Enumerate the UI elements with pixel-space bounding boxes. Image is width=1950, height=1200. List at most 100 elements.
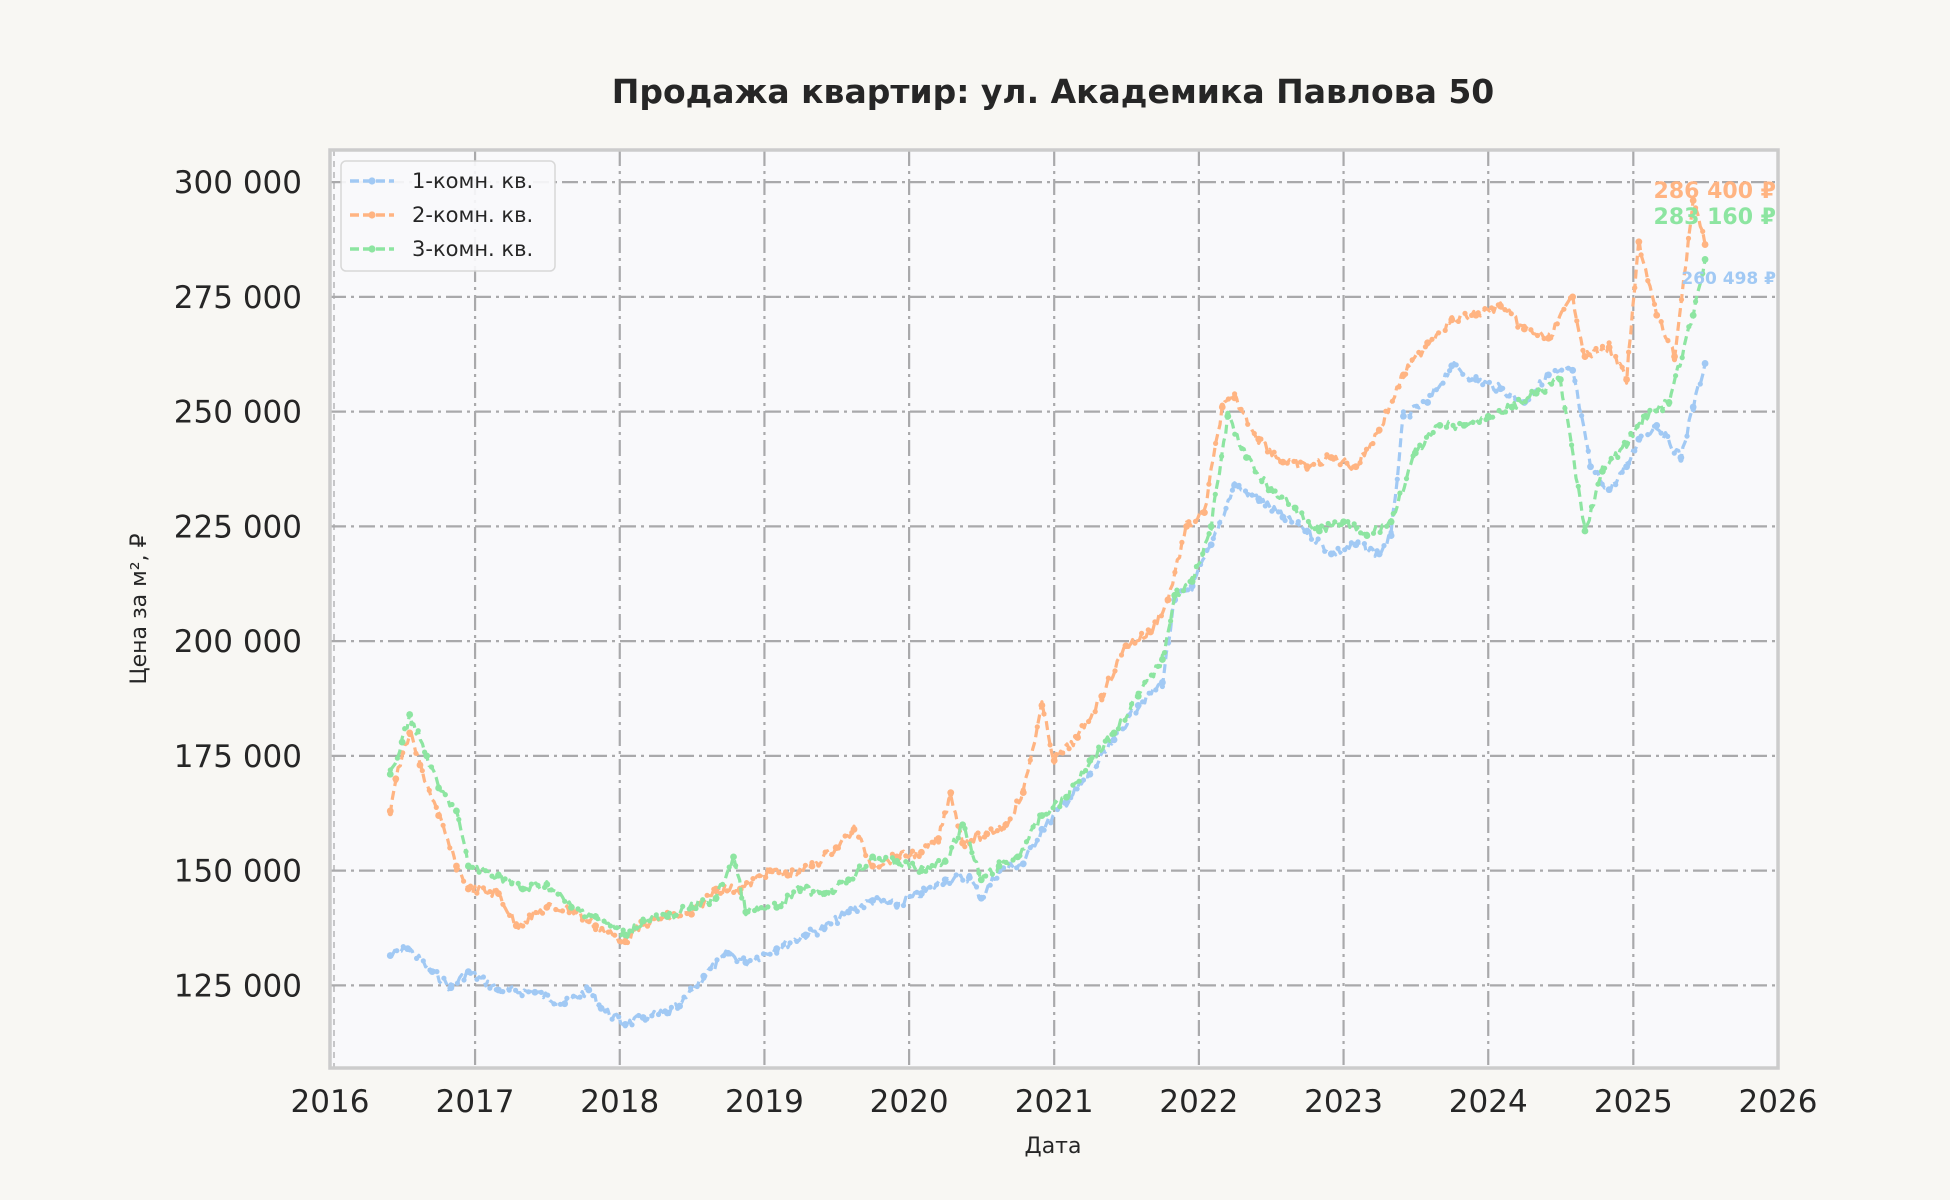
data-point xyxy=(1168,618,1174,624)
data-point xyxy=(923,843,929,849)
data-point xyxy=(1299,510,1305,516)
data-point xyxy=(426,787,432,794)
data-point xyxy=(487,889,493,895)
data-point xyxy=(940,881,946,888)
key-point xyxy=(1201,509,1208,517)
data-point xyxy=(1351,521,1357,527)
data-point xyxy=(1079,723,1085,729)
key-point xyxy=(1159,679,1166,686)
key-point xyxy=(1581,527,1589,535)
key-point xyxy=(1472,311,1480,319)
data-point xyxy=(1034,724,1040,730)
data-point xyxy=(976,870,982,876)
data-point xyxy=(714,957,720,963)
key-point xyxy=(1556,376,1564,383)
key-point xyxy=(1701,241,1709,248)
data-point xyxy=(969,850,975,856)
data-point xyxy=(1325,520,1331,527)
key-point xyxy=(1352,541,1360,549)
data-point xyxy=(1626,349,1632,355)
data-point xyxy=(500,901,506,907)
data-point xyxy=(1693,298,1699,305)
key-point xyxy=(1159,656,1166,663)
data-point xyxy=(627,928,633,934)
data-point xyxy=(1552,367,1558,374)
data-point xyxy=(1120,726,1126,732)
data-point xyxy=(791,889,797,895)
data-point xyxy=(1153,687,1159,693)
key-point xyxy=(869,862,877,870)
data-point xyxy=(688,985,694,991)
data-point xyxy=(1447,368,1453,374)
key-point xyxy=(1701,360,1709,367)
data-point xyxy=(1172,569,1178,575)
data-point xyxy=(1010,857,1016,863)
data-point xyxy=(1430,429,1436,436)
data-point xyxy=(612,932,618,938)
data-point xyxy=(1679,355,1685,361)
key-point xyxy=(1497,302,1504,310)
key-point xyxy=(995,862,1003,870)
data-point xyxy=(1289,519,1295,525)
data-point xyxy=(1673,373,1679,379)
data-point xyxy=(1634,423,1640,429)
data-point xyxy=(909,848,916,854)
data-point xyxy=(562,898,568,904)
data-point xyxy=(474,890,480,896)
data-point xyxy=(1370,530,1377,536)
data-point xyxy=(1332,519,1338,525)
key-point xyxy=(1599,467,1606,475)
data-point xyxy=(633,925,640,931)
data-point xyxy=(461,878,467,884)
key-point xyxy=(977,894,985,902)
chart-title: Продажа квартир: ул. Академика Павлова 5… xyxy=(612,72,1495,111)
data-point xyxy=(834,920,841,927)
key-point xyxy=(416,761,424,769)
key-point xyxy=(1400,371,1407,379)
data-point xyxy=(921,885,927,891)
y-tick-label: 200 000 xyxy=(174,624,302,660)
data-point xyxy=(1645,432,1651,438)
data-point xyxy=(1476,419,1482,425)
data-point xyxy=(548,887,554,893)
data-point xyxy=(1414,403,1420,409)
data-point xyxy=(647,918,653,924)
data-point xyxy=(1200,551,1206,557)
key-point xyxy=(1508,403,1516,411)
data-point xyxy=(1660,408,1666,414)
key-point xyxy=(1484,412,1492,420)
data-point xyxy=(989,871,996,877)
y-tick-label: 150 000 xyxy=(174,854,302,890)
data-point xyxy=(1007,816,1013,822)
data-point xyxy=(829,851,835,858)
key-point xyxy=(406,729,414,737)
data-point xyxy=(506,987,512,993)
legend-label: 2-комн. кв. xyxy=(412,203,533,227)
data-point xyxy=(807,926,813,932)
key-point xyxy=(1689,311,1697,319)
data-point xyxy=(909,860,916,866)
key-point xyxy=(1424,399,1431,406)
key-point xyxy=(1340,518,1347,526)
key-point xyxy=(1635,238,1643,246)
data-point xyxy=(1074,786,1080,792)
key-point xyxy=(621,1020,629,1028)
data-point xyxy=(936,857,942,864)
key-point xyxy=(1164,596,1172,604)
key-point xyxy=(1019,789,1027,796)
data-point xyxy=(1443,424,1450,430)
data-point xyxy=(856,834,862,840)
key-point xyxy=(495,986,502,994)
key-point xyxy=(1122,642,1130,650)
legend-item: 3-комн. кв. xyxy=(350,237,533,261)
key-point xyxy=(519,885,527,893)
data-point xyxy=(731,889,737,896)
data-point xyxy=(553,906,559,913)
data-point xyxy=(1455,318,1461,324)
data-point xyxy=(933,882,940,888)
data-point xyxy=(720,881,726,888)
data-point xyxy=(507,912,513,919)
data-point xyxy=(1684,433,1690,439)
data-point xyxy=(1041,711,1047,717)
data-point xyxy=(1542,389,1548,395)
